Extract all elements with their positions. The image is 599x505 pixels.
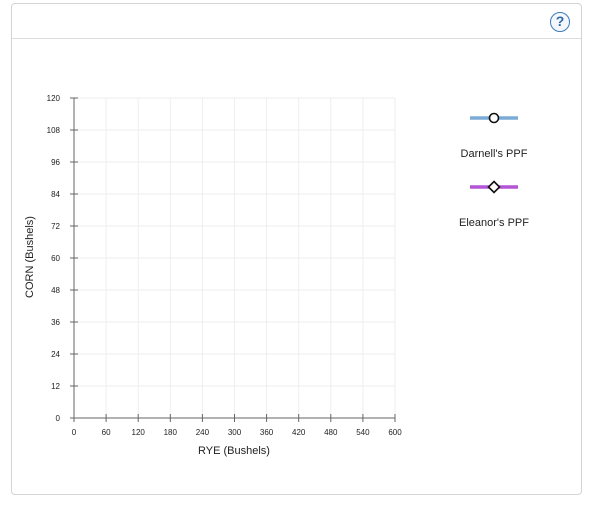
x-tick-label: 540	[356, 428, 370, 437]
y-tick-label: 72	[51, 222, 60, 231]
x-tick-label: 300	[228, 428, 242, 437]
y-tick-label: 84	[51, 190, 60, 199]
x-tick-label: 120	[132, 428, 146, 437]
x-ticks: 0 60 120 180 240 300 360 420 480 540 600	[72, 414, 402, 437]
legend-marker-circle-icon[interactable]	[488, 112, 500, 124]
x-tick-label: 0	[72, 428, 77, 437]
x-tick-label: 180	[164, 428, 178, 437]
y-tick-label: 60	[51, 254, 60, 263]
y-tick-label: 24	[51, 350, 60, 359]
y-tick-label: 48	[51, 286, 60, 295]
x-tick-label: 600	[388, 428, 402, 437]
x-tick-label: 240	[196, 428, 210, 437]
grid	[74, 97, 396, 418]
legend-label: Darnell's PPF	[461, 148, 528, 160]
y-tick-label: 36	[51, 318, 60, 327]
x-tick-label: 360	[260, 428, 274, 437]
legend-marker-diamond-icon[interactable]	[487, 180, 501, 194]
x-tick-label: 480	[324, 428, 338, 437]
header-divider	[12, 38, 581, 39]
y-ticks: 0 12 24 36 48 60 72 84 96 108 120	[47, 94, 78, 423]
y-axis-title: CORN (Bushels)	[24, 216, 36, 298]
x-tick-label: 420	[292, 428, 306, 437]
y-tick-label: 96	[51, 158, 60, 167]
y-tick-label: 120	[47, 94, 61, 103]
legend-label: Eleanor's PPF	[459, 217, 529, 229]
help-icon[interactable]: ?	[550, 12, 570, 32]
y-tick-label: 108	[47, 126, 61, 135]
x-tick-label: 60	[102, 428, 111, 437]
y-tick-label: 0	[56, 414, 61, 423]
y-tick-label: 12	[51, 382, 60, 391]
x-axis-title: RYE (Bushels)	[198, 445, 270, 457]
legend: Darnell's PPF Eleanor's PPF	[459, 112, 529, 229]
